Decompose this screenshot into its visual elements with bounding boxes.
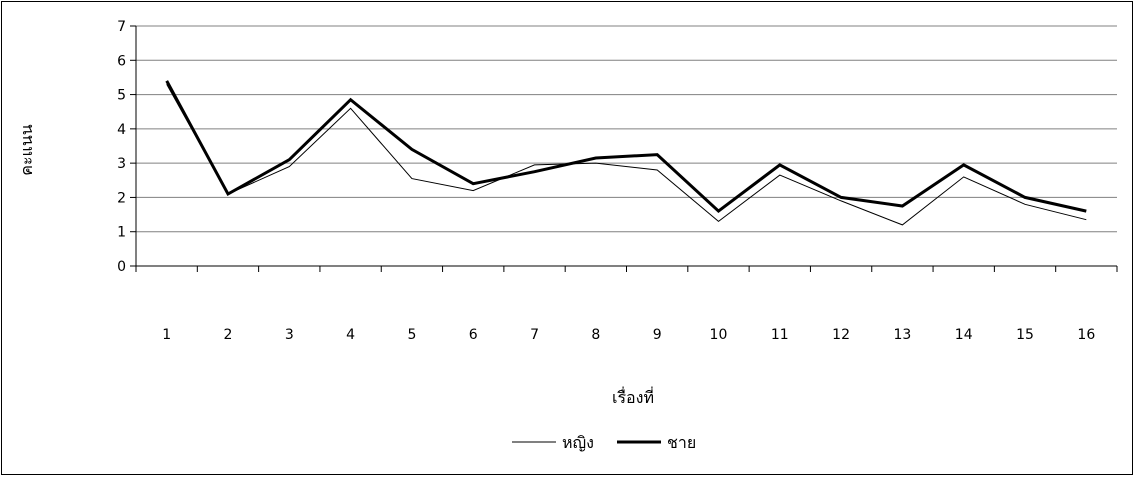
y-tick-label: 1 xyxy=(117,225,126,241)
x-tick-label: 16 xyxy=(1077,327,1095,343)
legend-label-2: ชาย xyxy=(667,433,696,452)
x-tick-label: 10 xyxy=(710,327,728,343)
y-axis-label: คะแนน xyxy=(17,124,36,176)
x-tick-label: 15 xyxy=(1016,327,1034,343)
y-tick-label: 7 xyxy=(117,19,126,35)
legend-label-1: หญิง xyxy=(562,433,594,452)
y-tick-label: 2 xyxy=(117,190,126,206)
x-tick-label: 6 xyxy=(469,327,478,343)
series-line-1 xyxy=(166,84,1087,226)
x-tick-label: 3 xyxy=(285,327,294,343)
x-tick-label: 11 xyxy=(771,327,789,343)
series-line-2 xyxy=(165,80,1087,214)
x-tick-label: 4 xyxy=(346,327,355,343)
x-tick-label: 1 xyxy=(162,327,171,343)
x-tick-label: 8 xyxy=(591,327,600,343)
y-tick-label: 6 xyxy=(117,53,126,69)
x-tick-label: 5 xyxy=(407,327,416,343)
x-tick-label: 9 xyxy=(653,327,662,343)
x-tick-label: 13 xyxy=(893,327,911,343)
y-tick-label: 3 xyxy=(117,156,126,172)
x-tick-label: 2 xyxy=(224,327,233,343)
legend: หญิง ชาย xyxy=(512,433,696,452)
y-tick-label: 0 xyxy=(117,259,126,275)
x-tick-label: 12 xyxy=(832,327,850,343)
x-axis-label: เรื่องที่ xyxy=(612,386,654,407)
y-tick-label: 5 xyxy=(117,88,126,104)
y-tick-label: 4 xyxy=(117,122,126,138)
x-tick-label: 14 xyxy=(955,327,973,343)
x-tick-label: 7 xyxy=(530,327,539,343)
